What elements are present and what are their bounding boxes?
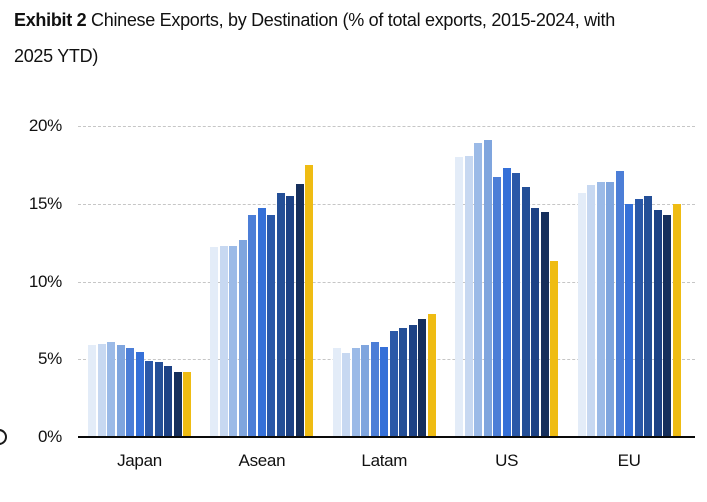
bar-japan-2025-ytd	[183, 371, 191, 437]
bar-latam-2020	[380, 346, 389, 437]
gridline-15	[78, 203, 695, 205]
bar-asean-2020	[257, 208, 266, 437]
bar-eu-2020	[625, 203, 634, 437]
bar-latam-2025-ytd	[427, 314, 436, 437]
bar-asean-2023	[286, 196, 295, 437]
y-tick-20: 20%	[28, 116, 62, 135]
bar-asean-2017	[229, 245, 238, 437]
bar-us-2023	[531, 208, 540, 437]
bar-us-2015	[455, 157, 464, 437]
bar-latam-2015	[332, 348, 341, 437]
bar-group-japan	[88, 100, 191, 437]
bar-latam-2018	[361, 345, 370, 437]
bar-latam-2019	[370, 342, 379, 437]
bar-japan-2017	[107, 342, 115, 437]
bar-latam-2017	[351, 348, 360, 437]
exhibit-label: Exhibit 2	[14, 10, 87, 30]
bar-eu-2025-ytd	[672, 203, 681, 437]
bar-us-2017	[474, 143, 483, 437]
x-label-latam: Latam	[361, 451, 408, 470]
bar-asean-2025-ytd	[305, 164, 314, 437]
bar-latam-2016	[342, 353, 351, 437]
bar-japan-2023	[164, 365, 172, 437]
bar-eu-2023	[653, 210, 662, 437]
bar-japan-2024	[173, 371, 182, 437]
bar-asean-2021	[267, 214, 276, 437]
bar-eu-2021	[634, 199, 643, 437]
bar-asean-2015	[210, 247, 219, 437]
bar-japan-2015	[88, 345, 96, 437]
gridline-20	[78, 126, 695, 127]
bar-us-2022	[521, 186, 530, 437]
chart-title-line1: Exhibit 2 Chinese Exports, by Destinatio…	[14, 2, 704, 38]
bar-eu-2015	[577, 192, 586, 437]
bar-asean-2018	[238, 239, 247, 437]
bar-eu-2017	[596, 182, 605, 437]
gridline-10	[78, 281, 695, 283]
x-label-us: US	[495, 451, 519, 470]
bar-us-2018	[483, 140, 492, 437]
y-tick-10: 10%	[28, 271, 62, 291]
bar-group-asean	[210, 100, 314, 437]
bar-us-2020	[502, 168, 511, 437]
bar-eu-2024	[663, 214, 672, 437]
bar-japan-2020	[135, 351, 144, 437]
bar-latam-2021	[389, 331, 398, 437]
bar-japan-2022	[154, 362, 163, 437]
bar-us-2024	[540, 211, 549, 437]
y-tick-5: 5%	[38, 349, 62, 369]
x-axis-line	[78, 436, 695, 438]
bar-us-2019	[493, 177, 502, 437]
bar-japan-2016	[97, 343, 106, 437]
chart-title-line2: 2025 YTD)	[14, 46, 99, 66]
bar-group-latam	[332, 100, 436, 437]
chart-title-line1-text: Chinese Exports, by Destination (% of to…	[86, 10, 615, 30]
bar-group-eu	[577, 100, 681, 437]
bar-latam-2024	[418, 318, 427, 437]
bar-asean-2024	[295, 183, 304, 437]
bar-eu-2018	[606, 182, 615, 437]
bar-us-2016	[464, 155, 473, 437]
x-label-eu: EU	[617, 451, 641, 470]
x-label-asean: Asean	[238, 451, 286, 470]
x-label-japan: Japan	[117, 451, 162, 470]
bar-asean-2019	[248, 214, 257, 437]
y-tick-0: 0%	[38, 427, 62, 446]
bar-us-2021	[512, 172, 521, 437]
bar-asean-2022	[276, 192, 285, 437]
bar-eu-2016	[587, 185, 596, 437]
bar-latam-2023	[408, 325, 417, 437]
bar-japan-2021	[145, 360, 153, 437]
chart-title: Exhibit 2 Chinese Exports, by Destinatio…	[14, 2, 704, 74]
bar-asean-2016	[219, 245, 228, 437]
bar-group-us	[455, 100, 559, 437]
bar-eu-2022	[644, 196, 653, 437]
bar-japan-2018	[116, 345, 125, 437]
y-tick-15: 15%	[28, 193, 62, 213]
bar-us-2025-ytd	[550, 261, 559, 437]
bar-japan-2019	[126, 348, 134, 437]
bar-latam-2022	[399, 328, 408, 437]
bar-eu-2019	[615, 171, 624, 437]
